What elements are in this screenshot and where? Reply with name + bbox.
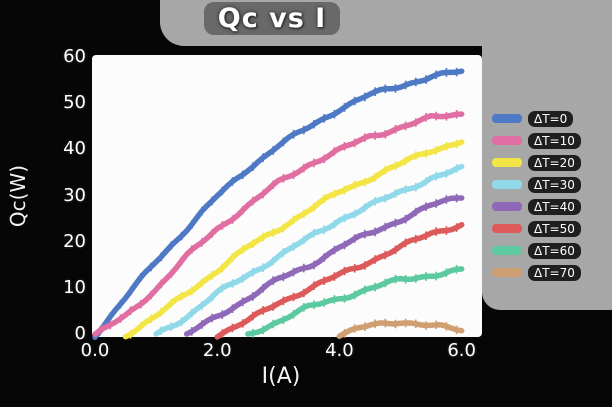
legend-item: ΔT=10 (492, 132, 581, 149)
legend-label: ΔT=50 (528, 220, 581, 237)
legend-label: ΔT=30 (528, 176, 581, 193)
legend-label: ΔT=70 (528, 264, 581, 281)
y-tick-label: 60 (63, 46, 86, 67)
x-tick-label: 2.0 (202, 340, 232, 361)
legend-item: ΔT=70 (492, 264, 581, 281)
legend-item: ΔT=0 (492, 110, 581, 127)
legend-label: ΔT=20 (528, 154, 581, 171)
x-tick-label: 6.0 (447, 340, 476, 361)
legend-item: ΔT=60 (492, 242, 581, 259)
legend: ΔT=0 ΔT=10 ΔT=20 ΔT=30 ΔT=40 ΔT=50 ΔT=60 ΔT=70 (492, 110, 581, 281)
legend-label: ΔT=0 (528, 110, 574, 127)
legend-swatch (492, 246, 522, 255)
legend-swatch (492, 202, 522, 211)
legend-label: ΔT=40 (528, 198, 581, 215)
legend-swatch (492, 136, 522, 145)
chart-title-text: Qc vs I (203, 2, 341, 35)
legend-item: ΔT=50 (492, 220, 581, 237)
y-axis-label: Qc(W) (6, 164, 30, 228)
y-tick-label: 40 (63, 138, 86, 160)
legend-swatch (492, 114, 522, 123)
plot-area (92, 55, 482, 337)
legend-swatch (492, 180, 522, 189)
y-tick-label: 20 (63, 230, 86, 252)
x-axis-label: I(A) (261, 364, 301, 389)
legend-item: ΔT=30 (492, 176, 581, 193)
legend-item: ΔT=40 (492, 198, 581, 215)
legend-label: ΔT=60 (528, 242, 581, 259)
y-tick-label: 50 (63, 92, 86, 114)
legend-swatch (492, 224, 522, 233)
x-tick-label: 0.0 (80, 340, 110, 361)
legend-item: ΔT=20 (492, 154, 581, 171)
legend-label: ΔT=10 (528, 132, 581, 149)
legend-swatch (492, 268, 522, 277)
legend-swatch (492, 158, 522, 167)
x-tick-label: 4.0 (325, 340, 354, 361)
y-tick-label: 10 (63, 276, 86, 298)
y-tick-label: 30 (63, 184, 86, 206)
chart-title: Qc vs I (150, 2, 394, 35)
y-tick-label: 0 (74, 323, 86, 344)
